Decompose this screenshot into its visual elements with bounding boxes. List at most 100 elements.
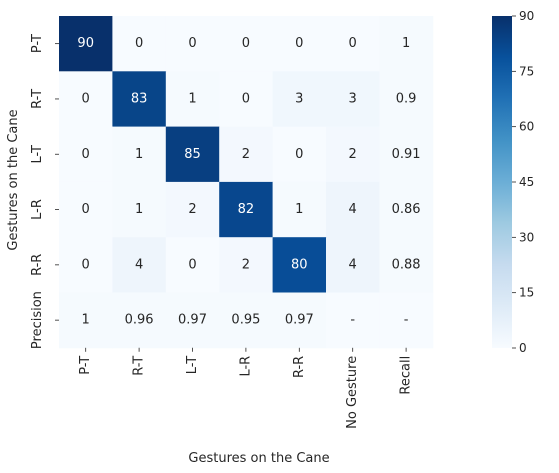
cell-value-label: 0.86 xyxy=(392,202,421,217)
heatmap-cell xyxy=(59,126,113,183)
heatmap-cell xyxy=(59,16,113,72)
y-tick-labels: P-T R-T L-T L-R R-R Precision xyxy=(30,34,59,349)
cell-value-label: 0 xyxy=(349,36,357,51)
heatmap-cell xyxy=(165,71,220,128)
y-tick-label: L-T xyxy=(30,145,45,164)
cell-value-label: 0.97 xyxy=(178,313,207,328)
heatmap-cell xyxy=(272,181,327,238)
colorbar-tick-label: 90 xyxy=(519,9,534,23)
x-tick-label: P-T xyxy=(78,356,93,375)
heatmap-cell xyxy=(112,181,167,238)
heatmap-cell xyxy=(379,181,434,238)
heatmap-cell xyxy=(326,71,380,128)
colorbar-ticks: 0 15 30 45 60 75 90 xyxy=(512,9,534,355)
cell-value-label: 0.91 xyxy=(392,147,421,162)
heatmap-cell xyxy=(165,126,220,183)
x-tick-label: R-T xyxy=(132,356,147,376)
y-tick-label: R-R xyxy=(30,254,45,276)
heatmap-cell xyxy=(272,126,327,183)
heatmap-cell xyxy=(219,181,274,238)
x-tick-labels: P-T R-T L-T L-R R-R No Gesture Recall xyxy=(78,347,414,429)
cell-value-label: 2 xyxy=(242,257,250,272)
heatmap-cell xyxy=(379,126,434,183)
heatmap-cell xyxy=(59,181,113,238)
cell-value-label: 3 xyxy=(295,91,303,106)
cell-value-label: 0 xyxy=(135,36,143,51)
y-tick-label: P-T xyxy=(30,34,45,53)
heatmap-cell xyxy=(326,181,380,238)
heatmap-cell xyxy=(165,16,220,72)
cell-value-label: 0 xyxy=(82,147,90,162)
heatmap-cell xyxy=(326,16,380,72)
colorbar-tick-label: 30 xyxy=(519,230,534,244)
heatmap-cell xyxy=(165,181,220,238)
cell-value-label: 0 xyxy=(82,202,90,217)
cell-value-label: 2 xyxy=(188,202,196,217)
cell-value-label: 0 xyxy=(82,257,90,272)
colorbar-tick-label: 15 xyxy=(519,286,534,300)
cell-value-label: 83 xyxy=(131,91,148,106)
x-tick-label: R-R xyxy=(292,356,307,378)
heatmap-cell xyxy=(219,16,274,72)
x-tick-label: L-T xyxy=(185,356,200,375)
cell-value-label: 4 xyxy=(349,257,357,272)
cell-value-label: 0 xyxy=(242,36,250,51)
cell-value-label: 0 xyxy=(295,36,303,51)
cell-value-label: 1 xyxy=(82,313,90,328)
heatmap-cell xyxy=(219,292,274,349)
colorbar-tick-label: 45 xyxy=(519,175,534,189)
x-axis-label: Gestures on the Cane xyxy=(188,451,329,466)
heatmap-cell xyxy=(59,237,113,293)
heatmap-cell xyxy=(272,292,327,349)
heatmap-cell xyxy=(272,237,327,293)
colorbar-tick-label: 60 xyxy=(519,120,534,134)
heatmap-cell xyxy=(219,237,274,293)
heatmap-cell xyxy=(379,16,434,72)
heatmap-cell xyxy=(379,71,434,128)
cell-value-label: 1 xyxy=(135,202,143,217)
cell-value-label: 1 xyxy=(295,202,303,217)
x-tick-label: L-R xyxy=(238,356,253,377)
heatmap-cell xyxy=(219,126,274,183)
y-tick-label: L-R xyxy=(30,199,45,220)
heatmap-cell xyxy=(112,237,167,293)
cell-value-label: 2 xyxy=(349,147,357,162)
y-axis-label: Gestures on the Cane xyxy=(6,109,21,250)
cell-value-label: 80 xyxy=(291,257,308,272)
cell-value-label: 0.9 xyxy=(396,91,417,106)
heatmap-cell xyxy=(59,71,113,128)
cell-value-label: - xyxy=(350,313,355,328)
cell-value-label: 85 xyxy=(184,147,201,162)
colorbar-tick-label: 75 xyxy=(519,64,534,78)
cell-value-label: 0.96 xyxy=(125,313,154,328)
y-tick-label: R-T xyxy=(30,89,45,109)
cell-value-label: 0 xyxy=(188,36,196,51)
cell-value-label: 0.97 xyxy=(285,313,314,328)
cell-value-label: 1 xyxy=(135,147,143,162)
cell-value-label: 0.88 xyxy=(392,257,421,272)
heatmap-cell xyxy=(272,16,327,72)
cell-value-label: 0 xyxy=(82,91,90,106)
heatmap-cell xyxy=(272,71,327,128)
x-tick-label: Recall xyxy=(399,356,414,395)
heatmap-cell xyxy=(112,126,167,183)
y-tick-label: Precision xyxy=(30,291,45,349)
cell-value-label: 3 xyxy=(349,91,357,106)
cell-value-label: 90 xyxy=(77,36,94,51)
cell-value-label: 1 xyxy=(402,36,410,51)
cell-value-label: 0 xyxy=(188,257,196,272)
heatmap-cell xyxy=(112,71,167,128)
cell-value-label: 82 xyxy=(238,202,255,217)
heatmap-cell xyxy=(112,292,167,349)
heatmap-cell xyxy=(112,16,167,72)
cell-value-label: 0.95 xyxy=(231,313,260,328)
cell-value-label: 2 xyxy=(242,147,250,162)
heatmap-cell xyxy=(165,292,220,349)
x-tick-label: No Gesture xyxy=(345,356,360,429)
heatmap-cell xyxy=(165,237,220,293)
heatmap-cell xyxy=(326,237,380,293)
heatmap-cell xyxy=(219,71,274,128)
cell-value-label: 4 xyxy=(349,202,357,217)
heatmap-cell xyxy=(326,126,380,183)
